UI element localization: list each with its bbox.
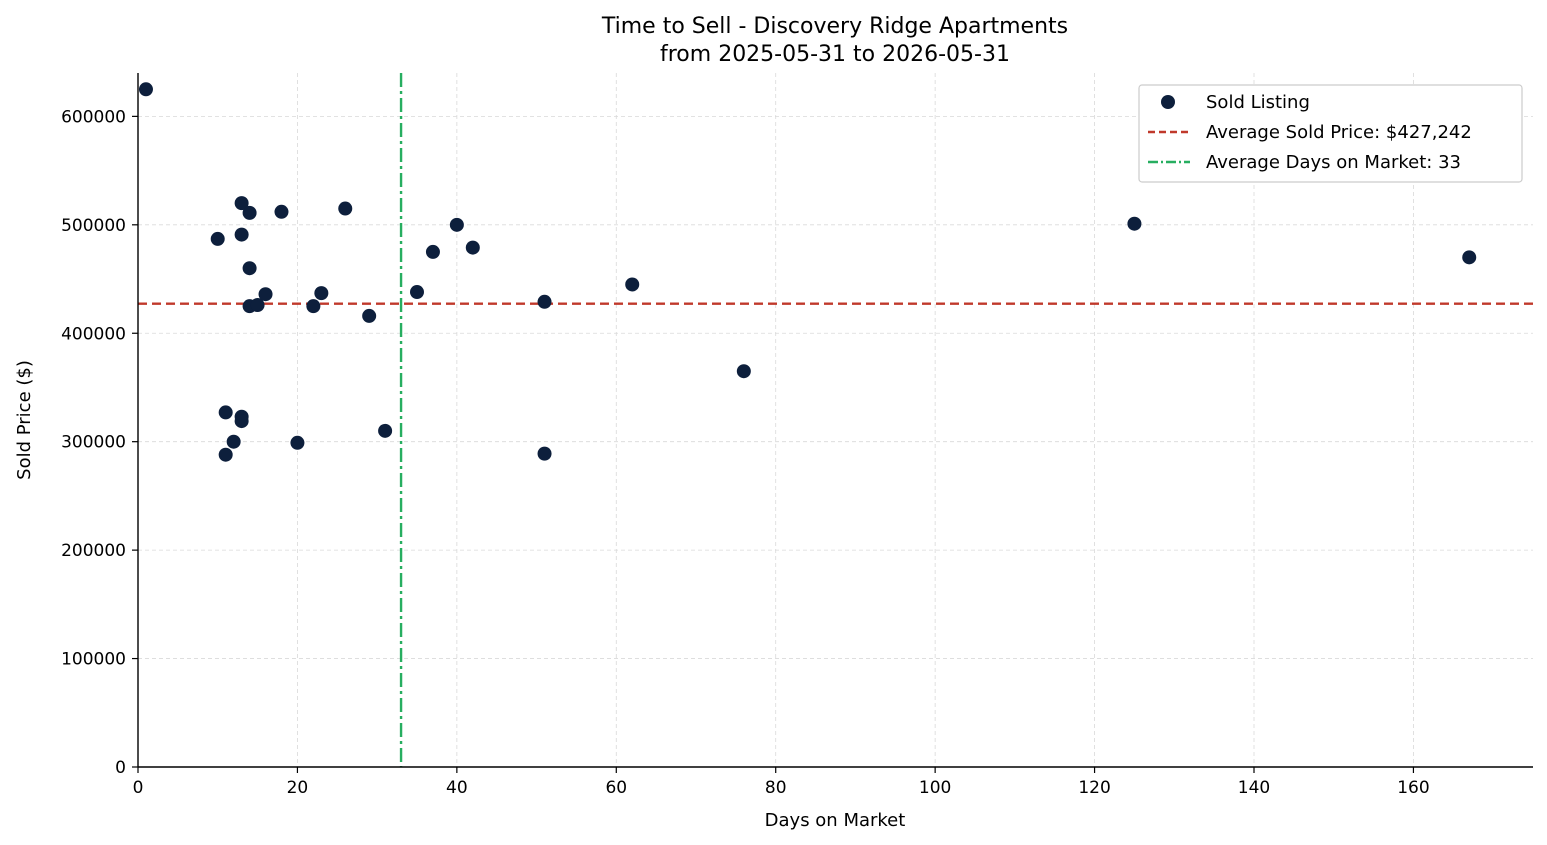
y-tick-label: 400000 [61,324,126,344]
grid-lines [138,73,1533,767]
data-point [138,82,153,97]
data-point [210,231,225,246]
data-point [234,414,249,429]
data-point [736,364,751,379]
legend-marker-sold-listing [1161,95,1175,109]
data-point [537,294,552,309]
data-point [449,217,464,232]
y-axis-label: Sold Price ($) [14,360,35,480]
y-tick-label: 600000 [61,107,126,127]
data-point [378,423,393,438]
x-tick-label: 40 [446,778,468,798]
x-tick-label: 80 [765,778,787,798]
data-point [242,205,257,220]
y-tick-label: 0 [115,758,126,778]
data-point [234,196,249,211]
data-point [218,405,233,420]
data-point [625,277,640,292]
reference-lines [138,73,1533,767]
data-point [250,298,265,313]
data-point [242,261,257,276]
data-point [338,201,353,216]
legend: Sold Listing Average Sold Price: $427,24… [1138,84,1523,183]
data-point [258,287,273,302]
y-axis-ticks: 0 100000 200000 300000 400000 500000 600000 [61,107,138,778]
chart-subtitle: from 2025-05-31 to 2026-05-31 [660,42,1010,67]
x-tick-label: 0 [133,778,144,798]
data-point [218,447,233,462]
y-tick-label: 200000 [61,541,126,561]
y-tick-label: 300000 [61,433,126,453]
x-axis-label: Days on Market [765,810,906,831]
data-point [234,227,249,242]
data-point [410,285,424,300]
legend-label-sold-listing: Sold Listing [1206,92,1310,113]
data-point [537,446,552,461]
data-point [1462,250,1477,265]
data-point [226,434,241,449]
x-tick-label: 160 [1397,778,1429,798]
x-tick-label: 100 [919,778,951,798]
data-point [425,244,440,259]
data-point [274,204,289,219]
data-points [138,82,1477,462]
legend-label-avg-days: Average Days on Market: 33 [1206,152,1461,173]
y-tick-label: 500000 [61,216,126,236]
x-tick-label: 20 [287,778,309,798]
data-point [362,308,377,323]
x-tick-label: 140 [1238,778,1270,798]
data-point [314,286,329,301]
legend-box [1138,84,1523,183]
data-point [290,435,305,450]
data-point [1127,216,1142,231]
y-tick-label: 100000 [61,650,126,670]
x-axis-ticks: 0 20 40 60 80 100 120 140 160 [133,767,1430,798]
data-point [465,240,480,255]
x-tick-label: 120 [1078,778,1110,798]
legend-label-avg-price: Average Sold Price: $427,242 [1206,122,1472,143]
data-point [306,299,321,314]
chart-title: Time to Sell - Discovery Ridge Apartment… [601,14,1068,39]
x-tick-label: 60 [605,778,627,798]
